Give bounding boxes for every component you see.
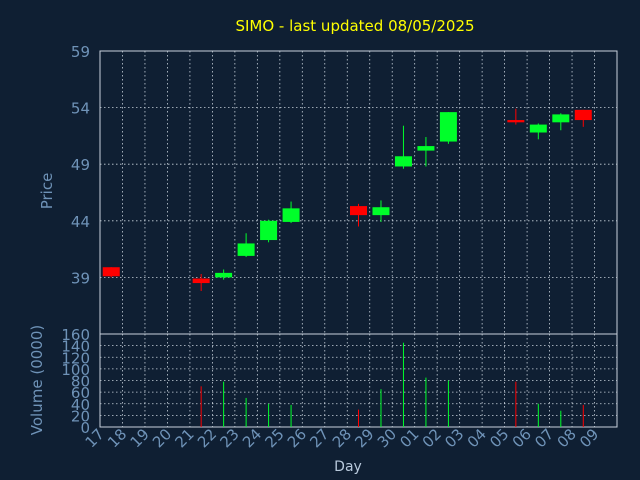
candle-body xyxy=(350,206,367,216)
candle-body xyxy=(552,114,570,123)
candle-05 xyxy=(507,108,525,125)
candle-17 xyxy=(102,267,120,278)
x-tick-label: 09 xyxy=(576,425,602,451)
candle-body xyxy=(192,278,210,284)
candle-02 xyxy=(439,112,457,144)
candle-23 xyxy=(237,233,255,258)
candle-body xyxy=(574,109,592,121)
price-axis-label: Price xyxy=(38,173,56,210)
volume-tick-label: 160 xyxy=(61,326,90,344)
volume-axis-label: Volume (0000) xyxy=(28,325,46,435)
candle-body xyxy=(417,146,435,151)
price-tick-label: 59 xyxy=(71,43,90,61)
candle-body xyxy=(372,207,390,216)
price-tick-label: 39 xyxy=(71,269,90,287)
volume-tick-label: 120 xyxy=(61,349,90,367)
candle-body xyxy=(529,124,547,133)
candle-22 xyxy=(215,269,233,280)
candle-body xyxy=(507,120,525,123)
candle-body xyxy=(260,220,278,241)
candle-28 xyxy=(350,203,367,227)
candle-29 xyxy=(372,200,390,222)
volume-tick-label: 60 xyxy=(71,384,90,402)
candle-24 xyxy=(260,219,278,243)
volume-tick-label: 0 xyxy=(80,419,90,437)
price-tick-label: 44 xyxy=(71,213,90,231)
volume-tick-label: 20 xyxy=(71,407,90,425)
x-axis-label: Day xyxy=(334,459,362,475)
x-tick-labels: 1718192021222324252627282930010203040506… xyxy=(82,425,603,451)
candle-21 xyxy=(192,274,210,291)
candle-08 xyxy=(574,109,592,127)
price-tick-label: 49 xyxy=(71,156,90,174)
candle-body xyxy=(102,267,120,277)
candle-body xyxy=(237,243,255,256)
volume-tick-label: 40 xyxy=(71,396,90,414)
candle-25 xyxy=(282,201,300,224)
candle-body xyxy=(394,156,412,167)
candle-01 xyxy=(417,137,435,167)
chart-title: SIMO - last updated 08/05/2025 xyxy=(235,17,474,35)
volume-tick-label: 140 xyxy=(61,338,90,356)
price-panel: 39 44 49 54 59 xyxy=(71,43,618,335)
candle-body xyxy=(215,272,233,278)
candle-06 xyxy=(529,123,547,140)
volume-tick-label: 100 xyxy=(61,361,90,379)
candle-07 xyxy=(552,113,570,131)
price-frame xyxy=(99,50,618,335)
volume-tick-label: 80 xyxy=(71,373,90,391)
candle-body xyxy=(282,208,300,222)
candle-body xyxy=(439,112,457,142)
candle-30 xyxy=(394,125,412,169)
price-tick-label: 54 xyxy=(71,100,90,118)
